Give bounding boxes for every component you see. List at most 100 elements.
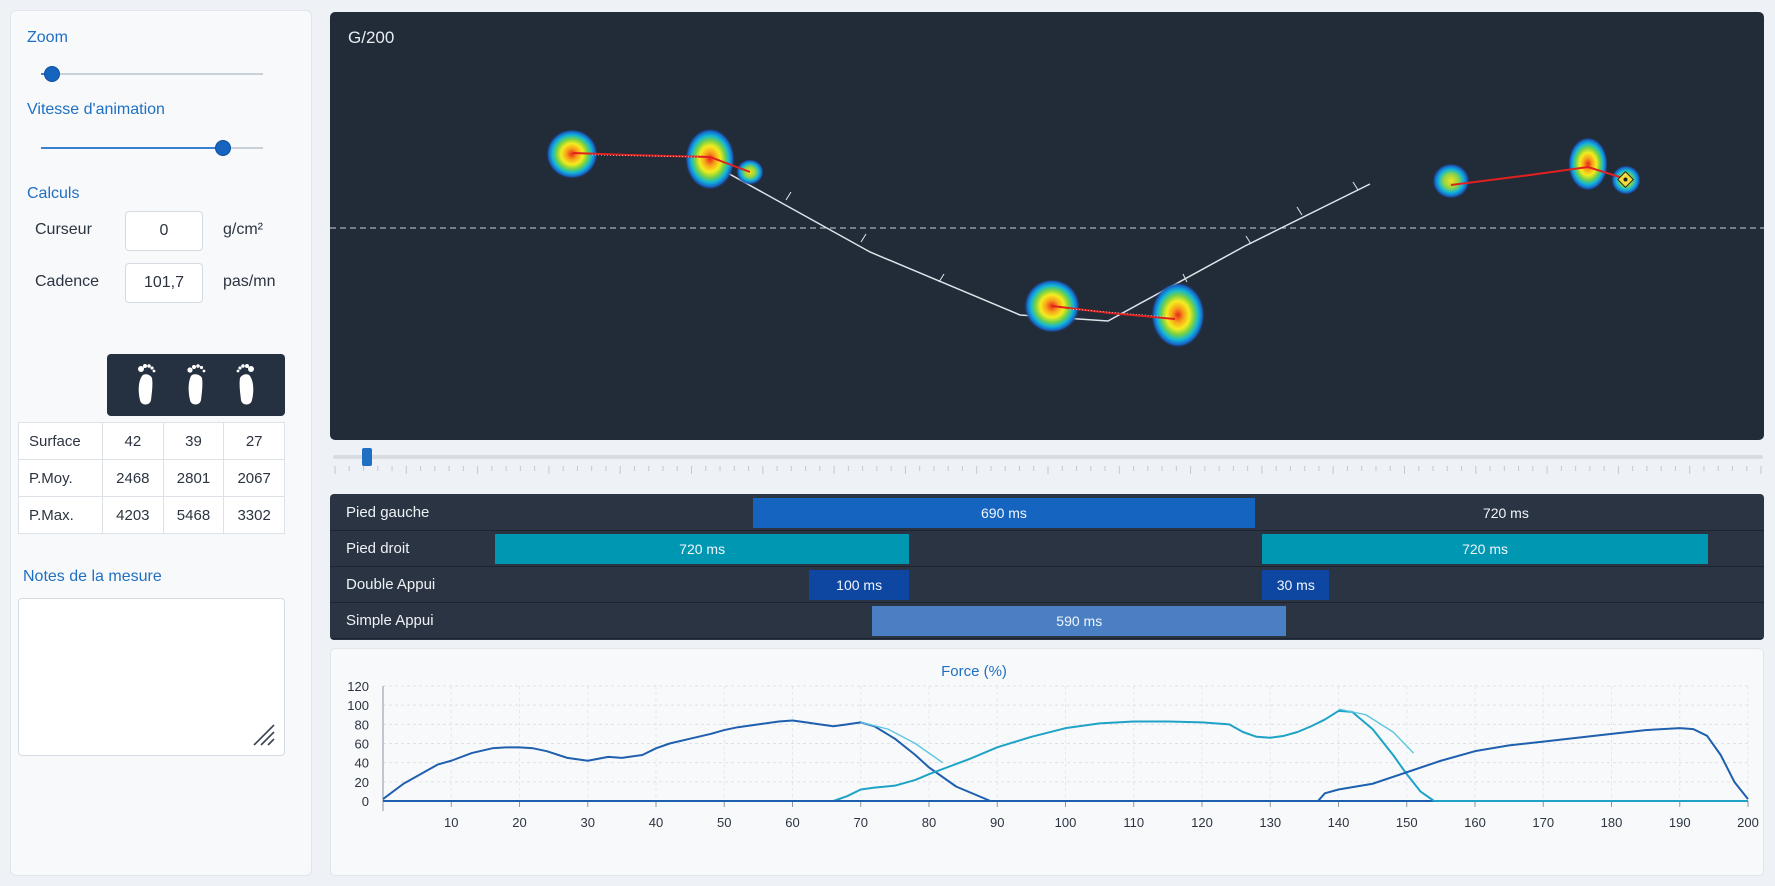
x-tick-label: 180 xyxy=(1601,815,1623,830)
x-tick-label: 50 xyxy=(717,815,731,830)
gait-phases-panel: Pied gauche 690 ms 720 ms Pied droit 720 ms 7… xyxy=(330,494,1764,640)
row-label: Surface xyxy=(18,422,103,460)
timeline-handle[interactable] xyxy=(361,448,372,466)
phase-segment[interactable]: 720 ms xyxy=(1262,534,1709,564)
pressure-stats-table: Surface 42 39 27 P.Moy. 2468 2801 2067 P… xyxy=(18,422,285,534)
phase-row: Pied droit 720 ms 720 ms xyxy=(330,531,1764,567)
phase-segment[interactable]: 100 ms xyxy=(808,570,910,600)
table-cell: 2067 xyxy=(223,459,285,497)
position-marker-icon xyxy=(1617,171,1634,188)
x-tick-label: 60 xyxy=(785,815,799,830)
table-row: P.Moy. 2468 2801 2067 xyxy=(18,459,285,497)
y-tick-label: 0 xyxy=(362,794,369,809)
x-tick-label: 10 xyxy=(444,815,458,830)
phase-segment[interactable]: 720 ms xyxy=(494,534,910,564)
zoom-slider-handle[interactable] xyxy=(44,66,61,82)
x-tick-label: 160 xyxy=(1464,815,1486,830)
cursor-unit: g/cm² xyxy=(223,221,263,238)
table-row: Surface 42 39 27 xyxy=(18,422,285,460)
footprint-blob xyxy=(1568,137,1608,191)
x-tick-label: 130 xyxy=(1259,815,1281,830)
y-tick-label: 80 xyxy=(355,717,369,732)
cadence-label: Cadence xyxy=(35,273,100,290)
series-line xyxy=(382,719,1748,802)
table-cell: 4203 xyxy=(102,496,164,534)
table-cell: 5468 xyxy=(162,496,225,534)
timeline-scrubber[interactable] xyxy=(333,448,1763,484)
x-tick-label: 20 xyxy=(512,815,526,830)
animation-speed-fill xyxy=(41,147,224,149)
x-tick-label: 200 xyxy=(1737,815,1759,830)
zoom-slider[interactable] xyxy=(41,66,263,82)
x-tick-label: 40 xyxy=(649,815,663,830)
y-tick-label: 100 xyxy=(347,698,369,713)
footprint-blob xyxy=(1432,163,1470,199)
x-tick-label: 90 xyxy=(990,815,1004,830)
phase-segment[interactable]: 30 ms xyxy=(1262,570,1330,600)
x-tick-label: 30 xyxy=(581,815,595,830)
cadence-unit: pas/mn xyxy=(223,273,276,290)
series-line xyxy=(383,709,1748,802)
cop-lines xyxy=(572,152,1627,320)
x-tick-label: 140 xyxy=(1328,815,1350,830)
cursor-value[interactable]: 0 xyxy=(125,211,203,251)
foot-selector xyxy=(107,354,285,416)
phase-segment[interactable]: 690 ms xyxy=(753,498,1255,528)
table-cell: 3302 xyxy=(223,496,285,534)
calculs-title: Calculs xyxy=(27,185,80,202)
timeline-track[interactable] xyxy=(333,455,1763,459)
phase-name: Double Appui xyxy=(346,576,436,593)
table-cell: 39 xyxy=(162,422,225,460)
x-tick-label: 110 xyxy=(1123,815,1144,830)
table-cell: 27 xyxy=(223,422,285,460)
phase-row: Pied gauche 690 ms 720 ms xyxy=(330,495,1764,531)
cursor-label: Curseur xyxy=(35,221,92,238)
y-tick-label: 40 xyxy=(355,756,369,771)
both-feet-icon[interactable] xyxy=(184,362,208,408)
cadence-value[interactable]: 101,7 xyxy=(125,263,203,303)
table-cell: 2801 xyxy=(162,459,225,497)
zoom-title: Zoom xyxy=(27,29,68,46)
series-line xyxy=(860,721,944,764)
phase-row: Double Appui 100 ms 30 ms xyxy=(330,567,1764,603)
force-chart-svg: Force (%) 0 20 40 60 80 100 120 10 20 30 40 50 60 70 80… xyxy=(347,663,1759,830)
heatmap-canvas xyxy=(330,128,1764,348)
phase-row: Simple Appui 590 ms xyxy=(330,603,1764,639)
phase-name: Pied gauche xyxy=(346,504,430,521)
footprint-blob xyxy=(1151,282,1205,348)
left-foot-icon[interactable] xyxy=(134,362,158,408)
footprint-blob xyxy=(546,129,598,179)
phase-segment[interactable]: 720 ms xyxy=(1482,505,1529,521)
pressure-heatmap[interactable]: G/200 xyxy=(330,12,1764,440)
footprint-blob xyxy=(685,128,735,190)
x-tick-label: 70 xyxy=(854,815,868,830)
cop-dots xyxy=(591,154,1171,318)
table-row: P.Max. 4203 5468 3302 xyxy=(18,496,285,534)
table-cell: 42 xyxy=(102,422,164,460)
row-label: P.Max. xyxy=(18,496,103,534)
notes-title: Notes de la mesure xyxy=(23,568,162,585)
resize-grip-icon[interactable] xyxy=(250,721,276,747)
animation-speed-slider[interactable] xyxy=(41,140,263,156)
y-tick-label: 120 xyxy=(347,679,369,694)
phase-name: Pied droit xyxy=(346,540,410,557)
x-tick-label: 80 xyxy=(922,815,936,830)
x-tick-label: 150 xyxy=(1396,815,1418,830)
animation-speed-handle[interactable] xyxy=(215,140,232,156)
phase-name: Simple Appui xyxy=(346,612,434,629)
x-tick-label: 170 xyxy=(1532,815,1554,830)
notes-textarea[interactable] xyxy=(18,598,285,756)
table-cell: 2468 xyxy=(102,459,164,497)
phase-segment[interactable]: 590 ms xyxy=(872,606,1287,636)
x-tick-label: 190 xyxy=(1669,815,1691,830)
x-tick-label: 120 xyxy=(1191,815,1213,830)
x-tick-label: 100 xyxy=(1055,815,1077,830)
chart-title: Force (%) xyxy=(941,663,1007,680)
scale-label: G/200 xyxy=(348,28,395,47)
y-tick-label: 60 xyxy=(355,737,369,752)
gait-path-ticks xyxy=(785,181,1359,283)
series-line xyxy=(1338,708,1415,754)
right-foot-icon[interactable] xyxy=(234,362,258,408)
force-chart: Force (%) 0 20 40 60 80 100 120 10 20 30 40 50 60 70 80… xyxy=(330,648,1764,876)
